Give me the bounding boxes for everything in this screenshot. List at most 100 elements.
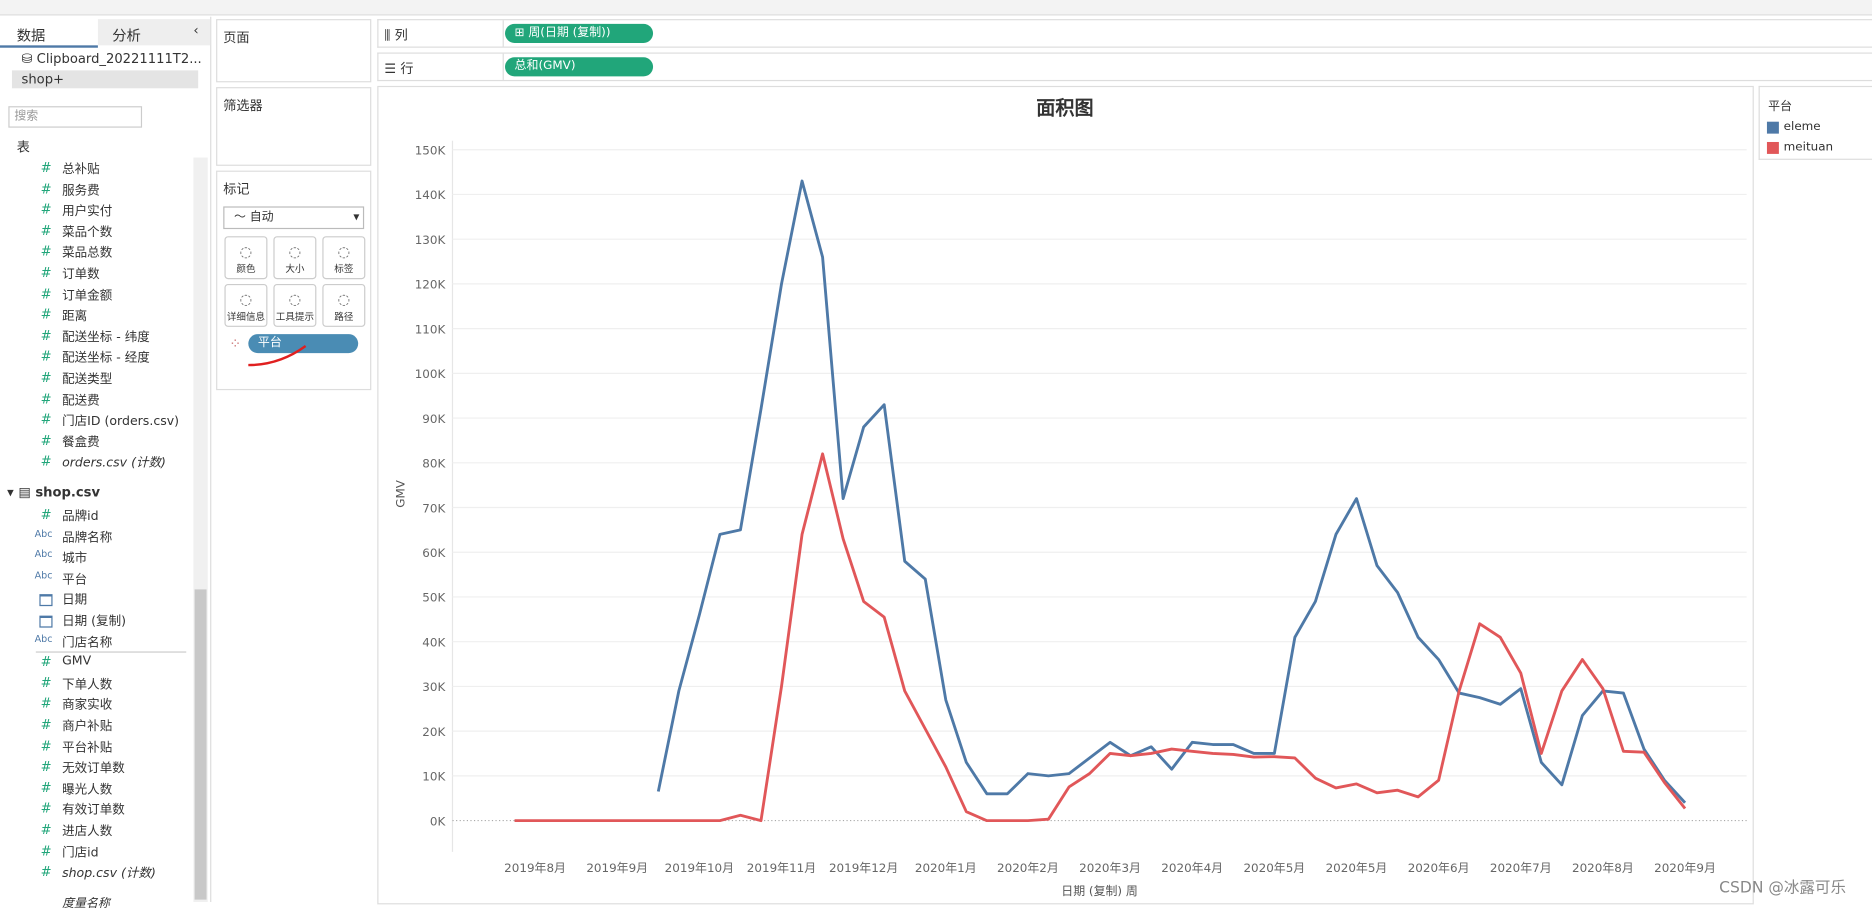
field[interactable]: Abc 品牌名称 <box>0 526 191 546</box>
field[interactable]: # 商家实收 <box>0 694 191 714</box>
field-list: # 总补贴 # 服务费 # 用户实付 # 菜品个数 # 菜品总数 # 订单数 # 订单金额 # 距离 # 配送坐标… <box>0 157 191 479</box>
collapse-icon[interactable]: ‹ <box>193 22 199 39</box>
mark-button[interactable]: ◌ 标签 <box>322 236 366 280</box>
y-tick-label: 90K <box>422 412 446 426</box>
y-tick-label: 100K <box>415 367 447 381</box>
mark-type-dropdown[interactable]: 〜 自动 ▾ <box>223 206 365 230</box>
x-tick-label: 2020年1月 <box>915 861 977 875</box>
field-type-icon: # <box>40 780 52 796</box>
field-name: 服务费 <box>62 183 100 198</box>
field[interactable]: # 下单人数 <box>0 673 191 693</box>
x-tick-label: 2020年5月 <box>1243 861 1305 875</box>
source[interactable]: ⛁ Clipboard_20221111T2... <box>21 51 202 67</box>
y-tick-label: 10K <box>422 770 446 784</box>
columns-pill[interactable]: ⊞ 周(日期 (复制)) <box>505 23 654 43</box>
field[interactable]: 日期 (复制) <box>0 610 191 630</box>
field-name: 订单数 <box>62 267 100 282</box>
field-name: 平台补贴 <box>62 740 113 755</box>
field-type-icon: # <box>40 285 52 302</box>
search-box[interactable]: 搜索 <box>8 106 143 128</box>
field[interactable]: Abc 平台 <box>0 568 191 588</box>
field-type-icon: Abc <box>34 528 53 539</box>
field[interactable]: # 配送坐标 - 纬度 <box>0 325 191 345</box>
field[interactable]: # 进店人数 <box>0 820 191 840</box>
tab-data[interactable]: 数据 <box>0 19 98 48</box>
field-type-icon: Abc <box>34 570 53 581</box>
field[interactable]: # 菜品个数 <box>0 220 191 240</box>
field-type-icon: # <box>40 306 52 323</box>
tab-analysis[interactable]: 分析 ‹ <box>97 19 211 46</box>
field[interactable]: 日期 <box>0 589 191 609</box>
field-type-icon: # <box>40 243 52 260</box>
field[interactable]: # 服务费 <box>0 178 191 198</box>
field[interactable]: # 配送类型 <box>0 367 191 387</box>
shelf-label: ☰ 行 <box>384 60 414 77</box>
field[interactable]: # shop.csv (计数) <box>0 862 191 882</box>
mark-button[interactable]: ◌ 详细信息 <box>224 283 268 327</box>
separator <box>35 650 187 653</box>
marks-card: 标记 〜 自动 ▾ ◌ 颜色 ◌ 大小 ◌ 标签 ◌ 详细信息 ◌ 工具提示 ◌ 路径 ⁘ 平台 <box>216 170 372 391</box>
field[interactable]: # 门店id <box>0 841 191 861</box>
field-name: 进店人数 <box>62 824 113 839</box>
shelf-label: 筛选器 <box>223 97 263 114</box>
field-name: 用户实付 <box>62 204 113 219</box>
divider <box>502 20 504 47</box>
source-name: shop+ <box>21 71 65 88</box>
field[interactable]: # orders.csv (计数) <box>0 451 191 471</box>
legend: 平台 eleme meituan <box>1758 85 1872 160</box>
y-tick-label: 50K <box>422 591 446 605</box>
field[interactable]: # 品牌id <box>0 505 191 525</box>
field-type-icon: # <box>40 348 52 365</box>
field[interactable]: # 配送坐标 - 经度 <box>0 346 191 366</box>
rows-pill[interactable]: 总和(GMV) <box>505 57 654 77</box>
mark-button[interactable]: ◌ 工具提示 <box>273 283 317 327</box>
x-tick-label: 2020年4月 <box>1161 861 1223 875</box>
watermark: CSDN @冰露可乐 <box>1719 879 1846 898</box>
table-name[interactable]: ▾ ▤ shop.csv <box>7 484 101 500</box>
toolbar <box>0 0 1872 16</box>
mark-button-icon: ◌ <box>288 291 302 308</box>
field[interactable]: # 菜品总数 <box>0 241 191 261</box>
field[interactable]: # 曝光人数 <box>0 778 191 798</box>
mark-button[interactable]: ◌ 颜色 <box>224 236 268 280</box>
field[interactable]: # 订单数 <box>0 262 191 282</box>
date-icon <box>39 594 53 607</box>
field-type-icon: # <box>40 843 52 859</box>
field[interactable]: # GMV <box>0 652 191 672</box>
field[interactable]: Abc 门店名称 <box>0 631 191 651</box>
field[interactable]: # 有效订单数 <box>0 799 191 819</box>
mark-button[interactable]: ◌ 路径 <box>322 283 366 327</box>
y-tick-label: 30K <box>422 680 446 694</box>
field[interactable]: # 商户补贴 <box>0 715 191 735</box>
mark-button[interactable]: ◌ 大小 <box>273 236 317 280</box>
field[interactable]: # 配送费 <box>0 388 191 408</box>
field[interactable]: # 总补贴 <box>0 157 191 177</box>
field[interactable]: # 用户实付 <box>0 199 191 219</box>
field-type-icon: # <box>40 264 52 281</box>
pages-shelf: 页面 <box>216 19 372 83</box>
field-name: 餐盒费 <box>62 435 100 450</box>
field[interactable]: 度量名称 <box>62 897 110 910</box>
y-tick-label: 80K <box>422 457 446 471</box>
color-pill[interactable]: 平台 <box>248 334 359 354</box>
field-name: 下单人数 <box>62 677 113 692</box>
field[interactable]: # 订单金额 <box>0 283 191 303</box>
field[interactable]: # 无效订单数 <box>0 757 191 777</box>
field[interactable]: # 平台补贴 <box>0 736 191 756</box>
field-name: 曝光人数 <box>62 782 113 797</box>
field[interactable]: Abc 城市 <box>0 547 191 567</box>
chart-title: 面积图 <box>1036 97 1093 120</box>
field[interactable]: # 门店ID (orders.csv) <box>0 409 191 429</box>
scroll-thumb[interactable] <box>194 589 207 900</box>
source-selected[interactable]: shop+ <box>11 70 199 89</box>
field[interactable]: # 餐盒费 <box>0 430 191 450</box>
y-tick-label: 140K <box>415 188 447 202</box>
y-tick-label: 150K <box>415 144 447 158</box>
field-type-icon: Abc <box>34 633 53 644</box>
field[interactable]: # 距离 <box>0 304 191 324</box>
field-type-icon: # <box>40 864 52 880</box>
mark-button-label: 大小 <box>285 263 305 275</box>
scrollbar[interactable] <box>193 157 208 902</box>
rows-shelf: ☰ 行 总和(GMV) <box>377 52 1872 82</box>
